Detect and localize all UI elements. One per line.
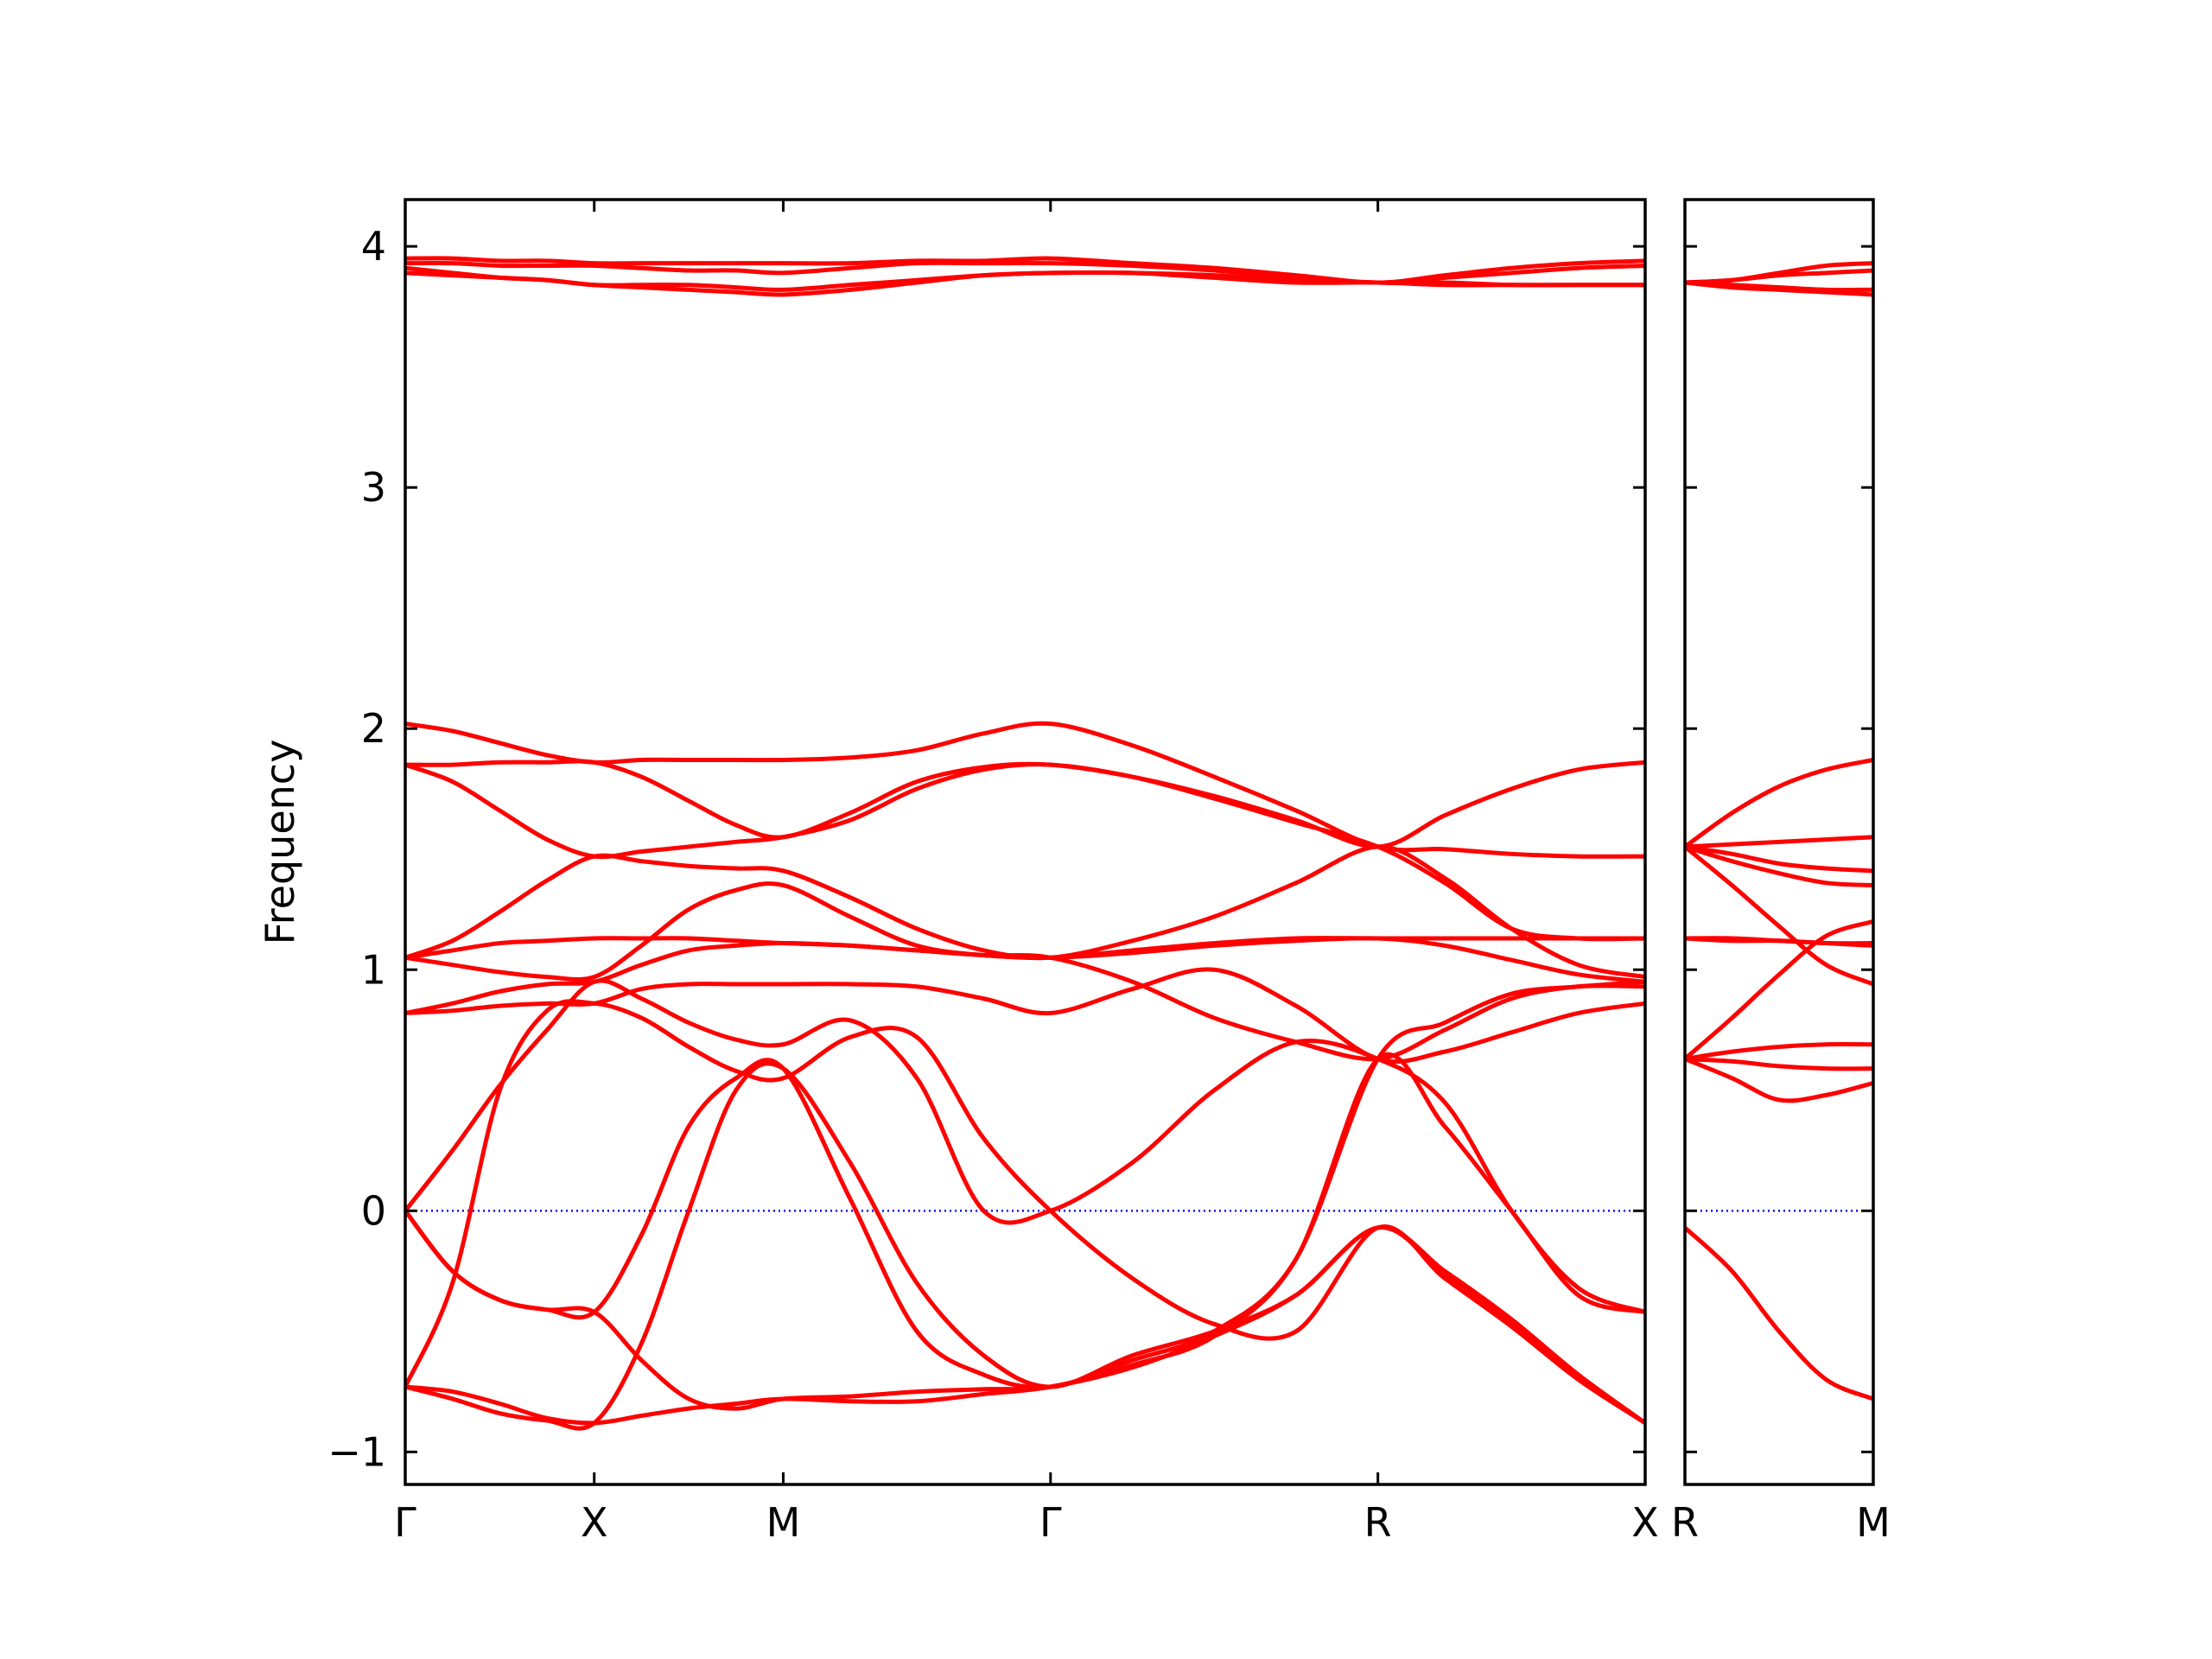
- band-line: [1685, 844, 1873, 888]
- band-line: [1685, 1225, 1873, 1402]
- x-tick-label: R: [1671, 1499, 1699, 1546]
- band-line: [405, 762, 1645, 942]
- band-line: [405, 967, 1645, 1065]
- y-tick-label: 4: [361, 223, 386, 270]
- band-line: [405, 978, 1645, 1314]
- band-line: [405, 759, 1645, 849]
- band-line: [405, 721, 1645, 859]
- x-tick-label: R: [1364, 1499, 1392, 1546]
- band-line: [405, 1225, 1645, 1426]
- y-tick-label: 3: [361, 464, 386, 511]
- y-tick-label: −1: [327, 1428, 386, 1475]
- band-line: [1685, 758, 1873, 849]
- band-line: [1685, 919, 1873, 1061]
- y-axis-label: Frequency: [257, 740, 303, 945]
- band-line: [405, 270, 1645, 292]
- x-tick-label: X: [581, 1499, 608, 1546]
- x-tick-label: M: [1856, 1499, 1891, 1546]
- y-tick-label: 1: [361, 946, 386, 993]
- plot-frame: [1683, 198, 1875, 1486]
- band-line: [1685, 1057, 1873, 1071]
- band-line: [1685, 845, 1873, 987]
- band-line: [405, 979, 1645, 1390]
- x-tick-label: M: [766, 1499, 801, 1546]
- plot-frame: [404, 198, 1647, 1486]
- band-line: [1685, 936, 1873, 948]
- band-line: [1685, 835, 1873, 849]
- band-line: [1685, 268, 1873, 285]
- band-line: [405, 1061, 1645, 1431]
- band-line: [405, 844, 1645, 980]
- band-line: [1685, 1042, 1873, 1061]
- band-line: [405, 1052, 1645, 1411]
- band-line: [1685, 1057, 1873, 1103]
- band-line: [405, 881, 1645, 984]
- y-tick-label: 2: [361, 705, 386, 752]
- x-tick-label: Γ: [394, 1499, 416, 1546]
- bands: [1685, 261, 1873, 1402]
- band-line: [1685, 280, 1873, 297]
- band-line: [405, 999, 1645, 1425]
- band-line: [405, 260, 1645, 285]
- band-line: [405, 941, 1645, 1062]
- bands: [405, 256, 1645, 1431]
- y-tick-label: 0: [361, 1187, 386, 1234]
- band-line: [1685, 844, 1873, 874]
- x-tick-label: Γ: [1039, 1499, 1062, 1546]
- x-tick-label: X: [1631, 1499, 1659, 1546]
